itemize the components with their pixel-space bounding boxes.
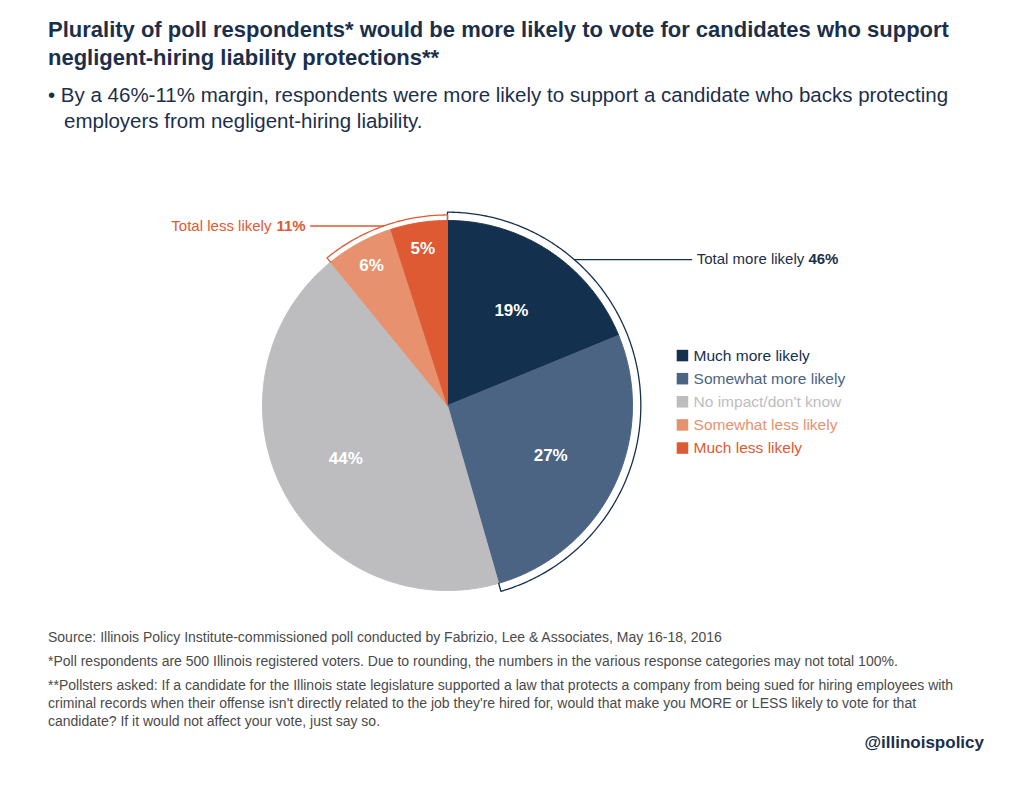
svg-text:Much more likely: Much more likely xyxy=(694,347,811,364)
html-text:@illinoispolicy: @illinoispolicy xyxy=(864,733,984,752)
svg-text:19%: 19% xyxy=(494,301,528,320)
html-text:*Poll respondents are 500 Illi: *Poll respondents are 500 Illinois regis… xyxy=(48,653,898,669)
svg-text:11%: 11% xyxy=(276,217,305,234)
html-text:Source: Illinois Policy Instit: Source: Illinois Policy Institute-commis… xyxy=(48,629,722,645)
svg-text:No impact/don't know: No impact/don't know xyxy=(694,393,843,410)
svg-text:Somewhat more likely: Somewhat more likely xyxy=(694,370,846,387)
svg-text:Somewhat less likely: Somewhat less likely xyxy=(694,416,838,433)
svg-text:5%: 5% xyxy=(411,239,436,258)
html-text:**Pollsters asked: If a candid: **Pollsters asked: If a candidate for th… xyxy=(48,677,953,729)
svg-text:Total less likely: Total less likely xyxy=(171,217,272,234)
html-text:• By a 46%-11% margin, respond: • By a 46%-11% margin, respondents were … xyxy=(48,83,949,132)
svg-text:Much less likely: Much less likely xyxy=(694,439,803,456)
svg-text:46%: 46% xyxy=(808,250,838,267)
svg-text:Total more likely: Total more likely xyxy=(697,250,805,267)
svg-text:44%: 44% xyxy=(329,449,363,468)
svg-text:27%: 27% xyxy=(534,446,568,465)
html-text:Plurality of poll respondents*: Plurality of poll respondents* would be … xyxy=(48,17,949,70)
svg-text:6%: 6% xyxy=(359,256,384,275)
